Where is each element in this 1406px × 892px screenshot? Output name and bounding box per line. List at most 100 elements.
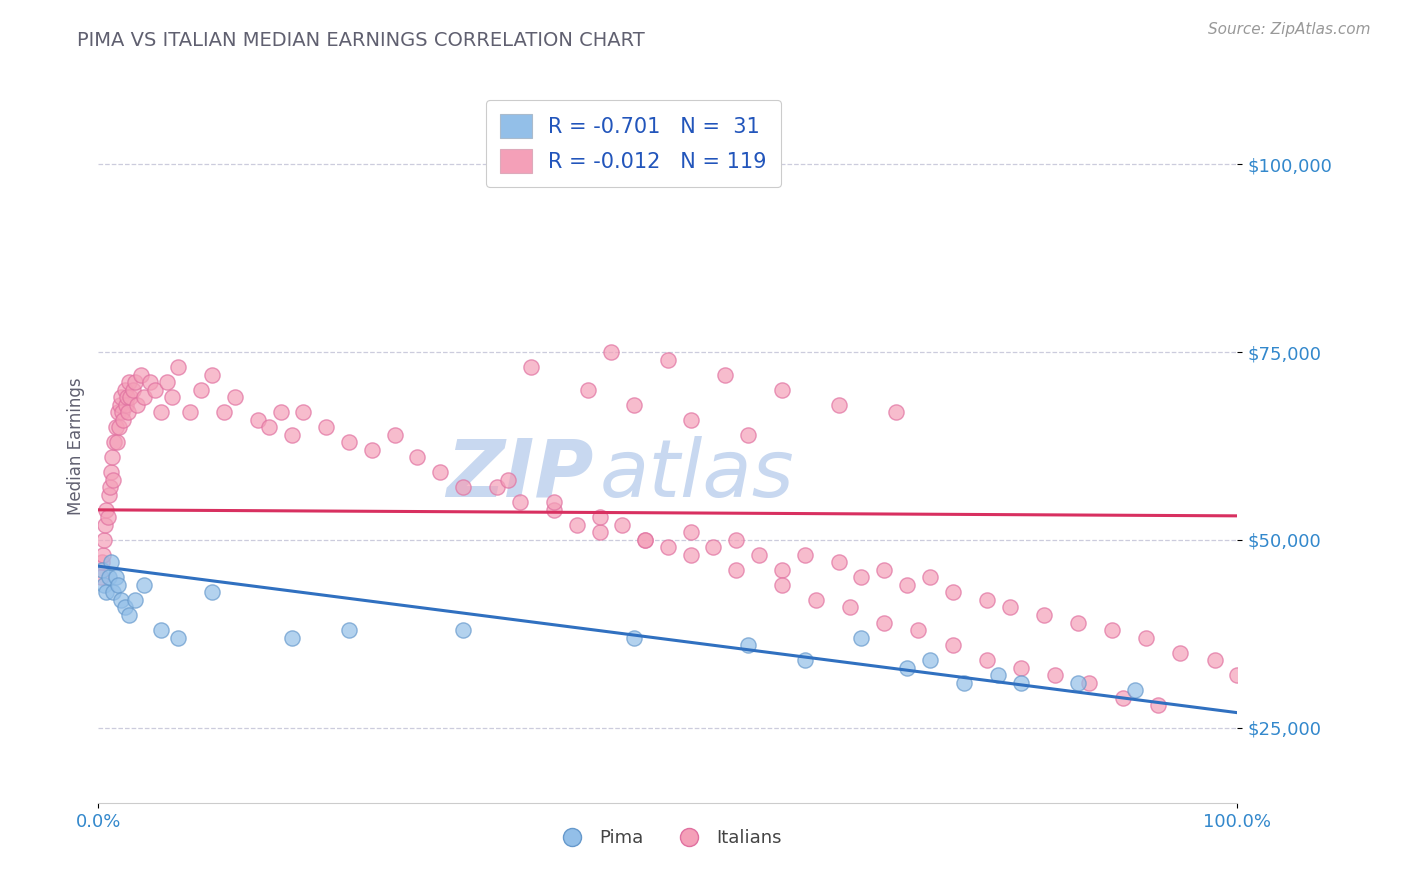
Point: [520, 360, 543, 375]
Text: PIMA VS ITALIAN MEDIAN EARNINGS CORRELATION CHART: PIMA VS ITALIAN MEDIAN EARNINGS CORRELAT…: [77, 31, 645, 50]
Point: [1135, 631, 1157, 645]
Point: [112, 413, 135, 427]
Point: [1112, 690, 1135, 705]
Point: [281, 427, 304, 442]
Point: [110, 593, 132, 607]
Point: [107, 405, 129, 419]
Point: [114, 383, 136, 397]
Point: [896, 660, 918, 674]
Point: [360, 442, 382, 457]
Point: [486, 480, 509, 494]
Point: [1226, 668, 1249, 682]
Point: [103, 435, 125, 450]
Point: [451, 623, 474, 637]
Point: [600, 345, 623, 359]
Point: [124, 375, 146, 389]
Point: [543, 503, 565, 517]
Point: [103, 473, 125, 487]
Point: [1123, 683, 1146, 698]
Point: [259, 420, 281, 434]
Point: [111, 405, 134, 419]
Point: [103, 585, 125, 599]
Point: [679, 413, 702, 427]
Point: [725, 533, 748, 547]
Point: [190, 383, 212, 397]
Point: [201, 368, 224, 382]
Point: [90, 570, 112, 584]
Point: [748, 548, 770, 562]
Point: [1010, 660, 1032, 674]
Point: [162, 390, 184, 404]
Point: [918, 653, 941, 667]
Point: [839, 600, 862, 615]
Point: [828, 398, 851, 412]
Point: [770, 578, 793, 592]
Point: [124, 593, 146, 607]
Point: [770, 383, 793, 397]
Point: [150, 405, 173, 419]
Point: [884, 405, 907, 419]
Point: [1032, 607, 1054, 622]
Legend: Pima, Italians: Pima, Italians: [547, 822, 789, 855]
Point: [201, 585, 224, 599]
Point: [96, 510, 118, 524]
Point: [97, 570, 120, 584]
Point: [1170, 646, 1192, 660]
Point: [588, 510, 610, 524]
Point: [576, 383, 599, 397]
Point: [96, 503, 118, 517]
Point: [108, 398, 131, 412]
Point: [104, 570, 127, 584]
Point: [1010, 675, 1032, 690]
Point: [429, 465, 451, 479]
Point: [725, 563, 748, 577]
Text: Source: ZipAtlas.com: Source: ZipAtlas.com: [1208, 22, 1371, 37]
Point: [118, 607, 141, 622]
Point: [998, 600, 1021, 615]
Point: [94, 517, 117, 532]
Point: [942, 585, 965, 599]
Point: [634, 533, 657, 547]
Point: [679, 525, 702, 540]
Point: [110, 390, 132, 404]
Point: [281, 631, 304, 645]
Point: [623, 398, 645, 412]
Point: [114, 600, 136, 615]
Point: [93, 578, 115, 592]
Point: [104, 420, 127, 434]
Point: [107, 578, 129, 592]
Point: [1204, 653, 1226, 667]
Point: [873, 563, 896, 577]
Point: [851, 570, 873, 584]
Point: [793, 548, 815, 562]
Point: [987, 668, 1010, 682]
Point: [150, 623, 173, 637]
Point: [167, 631, 190, 645]
Point: [100, 556, 122, 570]
Point: [105, 435, 128, 450]
Point: [315, 420, 337, 434]
Point: [976, 653, 998, 667]
Point: [702, 541, 724, 555]
Point: [737, 638, 759, 652]
Point: [117, 405, 139, 419]
Point: [406, 450, 429, 465]
Point: [1043, 668, 1066, 682]
Point: [612, 517, 634, 532]
Point: [714, 368, 737, 382]
Point: [953, 675, 976, 690]
Point: [337, 623, 360, 637]
Point: [156, 375, 179, 389]
Point: [97, 488, 120, 502]
Text: atlas: atlas: [599, 435, 794, 514]
Point: [828, 556, 851, 570]
Point: [634, 533, 657, 547]
Point: [224, 390, 246, 404]
Point: [543, 495, 565, 509]
Point: [100, 465, 122, 479]
Point: [1146, 698, 1168, 713]
Point: [1067, 615, 1090, 630]
Point: [793, 653, 815, 667]
Point: [770, 563, 793, 577]
Point: [657, 352, 679, 367]
